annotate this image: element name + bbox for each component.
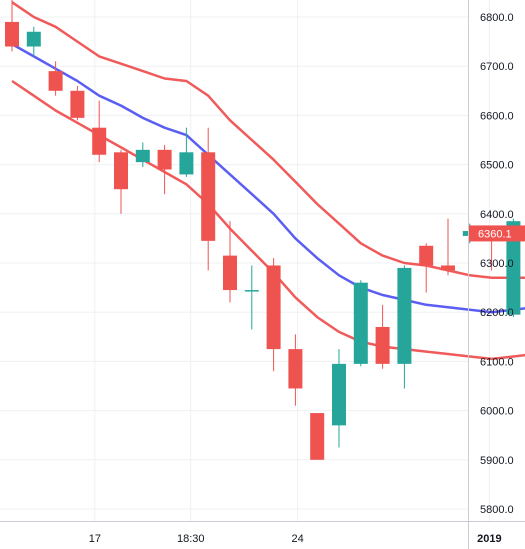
- candle-body: [353, 282, 368, 364]
- candle-body: [70, 90, 85, 118]
- candle-down: [70, 85, 85, 121]
- candle-up: [397, 265, 412, 389]
- candle-down: [48, 61, 63, 96]
- candle-up: [135, 142, 150, 168]
- y-tick-label: 6700.0: [480, 61, 514, 73]
- candle-up: [353, 280, 368, 367]
- candle-body: [375, 326, 390, 364]
- candle-up: [26, 26, 41, 57]
- candle-down: [441, 218, 455, 276]
- candle-body: [441, 265, 455, 271]
- candle-down: [157, 144, 172, 195]
- candle-down: [310, 413, 325, 460]
- y-tick-label: 6100.0: [480, 356, 514, 368]
- candle-down: [375, 304, 390, 369]
- candle-body: [114, 152, 128, 190]
- candle-body: [397, 267, 412, 364]
- candle-body: [48, 71, 63, 91]
- candle-body: [244, 290, 259, 292]
- y-tick-label: 6300.0: [480, 258, 514, 270]
- candle-down: [201, 127, 216, 271]
- candle-body: [26, 31, 41, 47]
- candle-body: [288, 349, 303, 389]
- last-price-label: 6360.1: [478, 228, 512, 240]
- candle-down: [5, 0, 19, 52]
- candle-body: [135, 149, 150, 163]
- candle-body: [223, 255, 237, 291]
- candle-down: [419, 243, 434, 293]
- candle-body: [332, 363, 346, 426]
- y-tick-label: 6200.0: [480, 307, 514, 319]
- y-tick-label: 6400.0: [480, 209, 514, 221]
- candles: [5, 0, 521, 460]
- candle-down: [92, 100, 107, 163]
- x-tick-label: 17: [89, 533, 101, 545]
- y-tick-label: 6500.0: [480, 160, 514, 172]
- candle-body: [157, 149, 172, 170]
- candle-down: [223, 221, 237, 303]
- y-tick-label: 6800.0: [480, 12, 514, 24]
- candle-body: [266, 265, 281, 350]
- candle-up: [332, 349, 346, 448]
- y-tick-label: 6600.0: [480, 110, 514, 122]
- last-price-tag: [469, 225, 525, 242]
- x-tick-label: 24: [291, 533, 303, 545]
- x-tick-label: 18:30: [177, 533, 205, 545]
- candle-body: [506, 221, 521, 315]
- candle-body: [419, 245, 434, 266]
- candle-body: [201, 152, 216, 241]
- candle-up: [244, 265, 259, 330]
- candle-down: [114, 149, 128, 214]
- candle-down: [266, 258, 281, 372]
- y-tick-label: 5900.0: [480, 455, 514, 467]
- x-tick-label: 2019: [477, 533, 501, 545]
- y-tick-label: 5800.0: [480, 504, 514, 516]
- middle-band-line: [11, 43, 525, 314]
- candle-body: [92, 127, 107, 155]
- candle-down: [288, 334, 303, 406]
- y-tick-label: 6000.0: [480, 406, 514, 418]
- candle-body: [179, 152, 194, 175]
- candle-body: [5, 21, 19, 47]
- candle-up: [179, 127, 194, 177]
- candle-body: [310, 413, 325, 460]
